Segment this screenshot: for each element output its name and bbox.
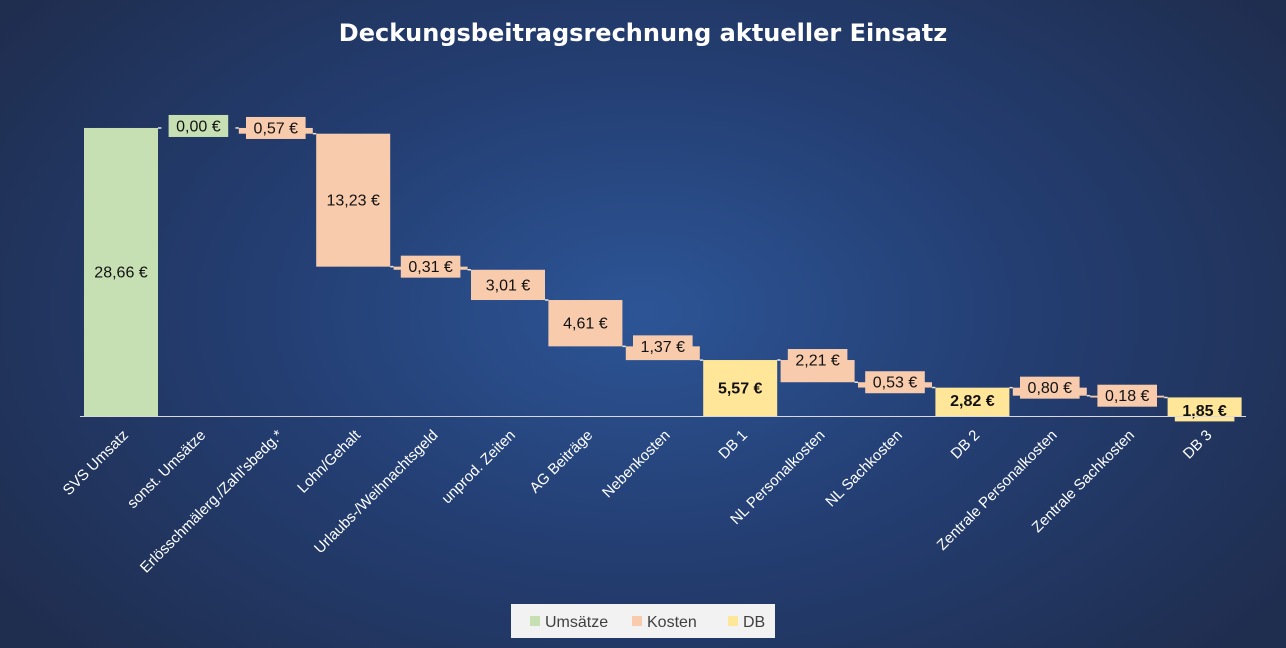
chart-marks: 28,66 € 0,00 € 0,57 € 13,23 € 0,31 € 3,01 € 4,… xyxy=(84,114,1242,422)
data-label-erloesschmaelerg-zahl-sbedg: 0,57 € xyxy=(254,120,299,137)
data-label-nebenkosten: 1,37 € xyxy=(641,339,686,356)
tick-label-db-3: DB 3 xyxy=(1180,427,1216,463)
tick-label-sonst-umsaetze: sonst. Umsätze xyxy=(124,427,209,512)
data-label-sonst-umsaetze: 0,00 € xyxy=(176,118,221,135)
data-label-nl-sachkosten: 0,53 € xyxy=(873,375,918,392)
legend-label-kosten: Kosten xyxy=(647,614,697,631)
bar-db-2 xyxy=(935,387,1010,416)
data-label-urlaubs-weihnachtsgeld: 0,31 € xyxy=(408,259,453,276)
data-label-box xyxy=(246,116,306,139)
tick-label-unprod-zeiten: unprod. Zeiten xyxy=(438,427,518,507)
tick-label-lohn-gehalt: Lohn/Gehalt xyxy=(294,426,364,496)
data-label-box xyxy=(400,255,461,278)
bar-lohn-gehalt xyxy=(316,133,391,267)
tick-label-erloesschmaelerg-zahl-sbedg: Erlösschmälerg./Zahl'sbedg.* xyxy=(137,427,287,577)
data-label-db-3: 1,85 € xyxy=(1182,403,1227,420)
tick-label-urlaubs-weihnachtsgeld: Urlaubs-/Weihnachtsgeld xyxy=(311,427,441,557)
data-label-box xyxy=(168,114,229,137)
bar-ag-beitraege xyxy=(548,300,623,347)
tick-label-db-1: DB 1 xyxy=(715,427,751,463)
legend-swatch-db xyxy=(728,616,738,626)
data-label-zentrale-sachkosten: 0,18 € xyxy=(1105,388,1150,405)
legend-label-umsaetze: Umsätze xyxy=(545,614,608,631)
data-label-ag-beitraege: 4,61 € xyxy=(563,316,608,333)
bar-svs-umsatz xyxy=(84,127,158,416)
data-label-lohn-gehalt: 13,23 € xyxy=(327,193,380,210)
data-label-box xyxy=(633,335,693,358)
data-label-box xyxy=(1097,384,1157,407)
data-label-unprod-zeiten: 3,01 € xyxy=(486,277,531,294)
data-label-box xyxy=(1020,376,1080,399)
legend-swatch-umsaetze xyxy=(530,616,540,626)
chart-title: Deckungsbeitragsrechnung aktueller Einsa… xyxy=(339,19,947,47)
bar-db-1 xyxy=(703,360,778,416)
legend-label-db: DB xyxy=(743,614,765,631)
data-label-nl-personalkosten: 2,21 € xyxy=(795,353,840,370)
tick-label-ag-beitraege: AG Beiträge xyxy=(526,427,596,497)
tick-label-nebenkosten: Nebenkosten xyxy=(599,427,674,502)
data-label-box xyxy=(1174,399,1235,422)
data-label-db-2: 2,82 € xyxy=(950,393,995,410)
legend: Umsätze Kosten DB xyxy=(511,604,775,638)
bar-unprod-zeiten xyxy=(471,269,545,301)
tick-label-nl-sachkosten: NL Sachkosten xyxy=(822,427,906,511)
data-label-db-1: 5,57 € xyxy=(718,381,763,398)
tick-label-db-2: DB 2 xyxy=(948,427,984,463)
tick-label-svs-umsatz: SVS Umsatz xyxy=(60,427,132,499)
data-label-zentrale-personalkosten: 0,80 € xyxy=(1028,380,1073,397)
data-label-box xyxy=(787,349,848,372)
data-label-box xyxy=(865,371,925,394)
data-label-svs-umsatz: 28,66 € xyxy=(94,264,147,281)
legend-swatch-kosten xyxy=(632,616,642,626)
